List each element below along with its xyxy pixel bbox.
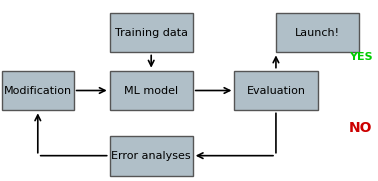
Text: Modification: Modification [4,85,72,96]
FancyBboxPatch shape [110,71,193,110]
FancyBboxPatch shape [110,13,193,52]
Text: Evaluation: Evaluation [246,85,305,96]
Text: Launch!: Launch! [295,28,340,38]
Text: Error analyses: Error analyses [112,151,191,161]
Text: ML model: ML model [124,85,178,96]
FancyBboxPatch shape [110,136,193,176]
FancyBboxPatch shape [2,71,74,110]
Text: YES: YES [349,52,373,62]
FancyBboxPatch shape [276,13,359,52]
FancyBboxPatch shape [234,71,318,110]
Text: NO: NO [349,121,373,135]
Text: Training data: Training data [115,28,188,38]
